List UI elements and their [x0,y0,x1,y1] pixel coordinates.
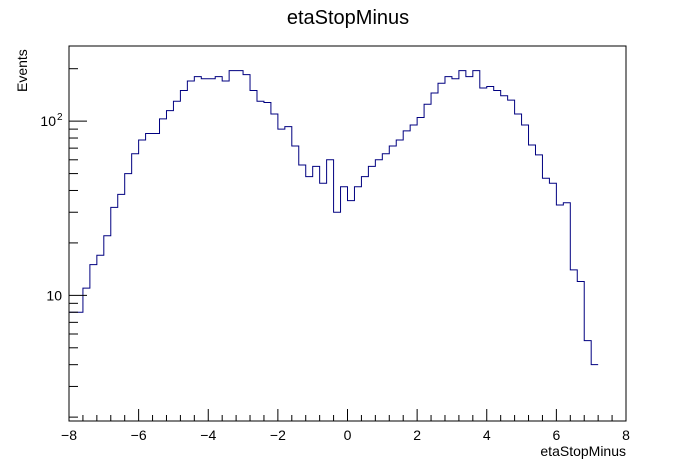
y-tick-label-exponent: 2 [57,112,63,123]
y-axis-ticks [69,68,87,418]
y-tick-label: 10 [40,113,56,129]
plot-frame [68,45,627,422]
x-tick-label: −6 [131,427,147,443]
histogram-line [69,70,599,366]
x-tick-label: 6 [552,427,560,443]
x-tick-label: −4 [200,427,216,443]
x-tick-label: 0 [344,427,352,443]
x-tick-labels: −8 −6 −4 −2 0 2 4 6 8 [61,427,630,443]
x-tick-label: −2 [270,427,286,443]
y-axis-label: Events [14,49,30,92]
x-tick-label: 8 [622,427,630,443]
x-tick-label: 2 [413,427,421,443]
x-tick-label: 4 [483,427,491,443]
x-tick-label: −8 [61,427,77,443]
x-axis-ticks [68,409,627,421]
x-axis-label: etaStopMinus [540,443,626,459]
chart-title: etaStopMinus [287,7,409,29]
y-tick-label: 10 [46,287,62,303]
